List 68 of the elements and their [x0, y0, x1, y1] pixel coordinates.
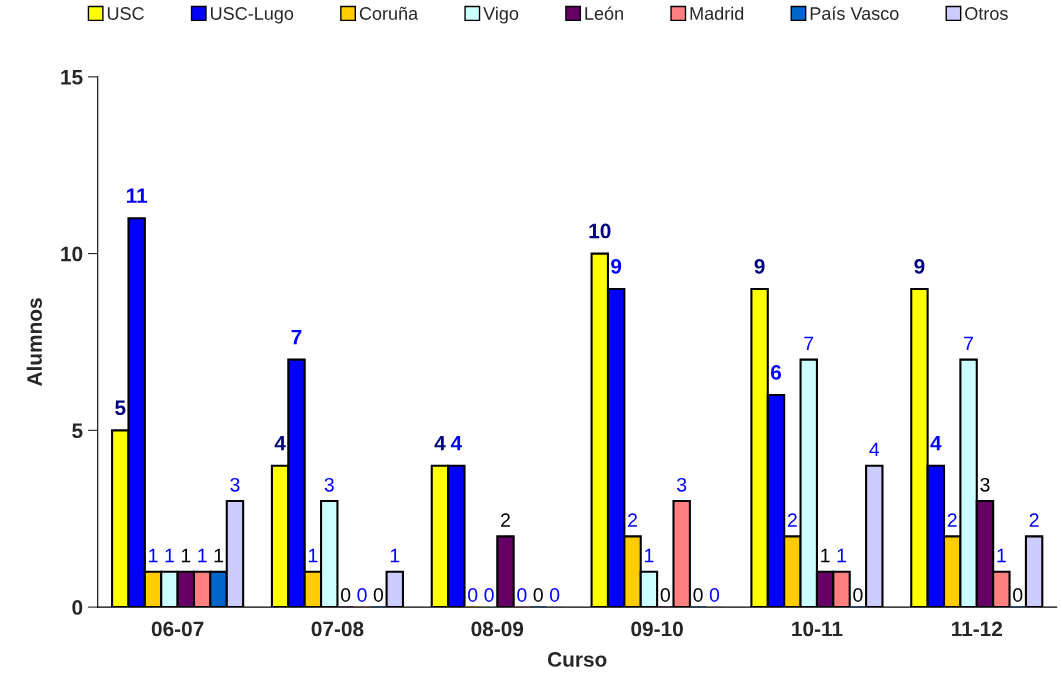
data-label: 3: [677, 477, 687, 492]
data-label: 0: [853, 588, 863, 602]
data-label: 1: [149, 548, 158, 563]
data-label: 0: [1013, 588, 1023, 602]
data-label: 2: [947, 513, 957, 527]
data-label: 1: [821, 548, 830, 563]
data-label: 0: [373, 588, 384, 602]
x-tick-label: 09-10: [631, 621, 683, 637]
data-label: 2: [501, 513, 510, 527]
y-tick-label: 15: [61, 70, 83, 85]
data-label: 7: [964, 336, 974, 351]
data-label: 0: [533, 588, 543, 602]
x-axis-title: Curso: [547, 652, 607, 667]
data-label: 0: [357, 588, 367, 602]
data-label: 1: [308, 548, 318, 563]
data-label: 4: [274, 435, 286, 451]
data-label: 1: [837, 548, 846, 563]
legend-label: USC: [107, 7, 144, 20]
data-label: 0: [484, 588, 494, 602]
y-tick-label: 5: [72, 423, 83, 439]
data-label: 2: [628, 513, 637, 527]
data-label: 3: [980, 477, 990, 492]
data-label: 0: [693, 588, 703, 602]
y-tick-label: 0: [72, 600, 83, 615]
y-tick-label: 10: [61, 246, 83, 262]
data-label: 9: [914, 258, 925, 274]
data-label: 3: [324, 477, 334, 492]
data-label: 1: [198, 548, 207, 563]
x-tick-label: 11-12: [952, 621, 1003, 637]
legend-label: Otros: [965, 7, 1008, 20]
data-label: 5: [115, 400, 126, 416]
data-label: 7: [804, 336, 814, 351]
legend-label: País Vasco: [810, 6, 899, 20]
data-label: 0: [340, 588, 351, 602]
y-axis-title: Alumnos: [26, 298, 42, 387]
data-label: 4: [434, 435, 446, 451]
data-label: 1: [165, 548, 174, 563]
data-label: 3: [230, 477, 240, 492]
data-label: 0: [709, 588, 720, 602]
data-label: 1: [645, 548, 654, 563]
legend-label: León: [585, 6, 623, 20]
x-tick-label: 06-07: [151, 621, 204, 637]
data-label: 11: [126, 188, 148, 203]
data-label: 1: [214, 548, 224, 563]
legend-label: Coruña: [359, 6, 419, 20]
data-label: 2: [787, 513, 797, 527]
data-label: 9: [611, 258, 622, 274]
legend-label: Madrid: [690, 6, 744, 20]
data-label: 10: [589, 223, 611, 239]
data-label: 1: [997, 548, 1006, 563]
legend-label: USC-Lugo: [211, 7, 294, 24]
data-label: 4: [930, 435, 942, 451]
data-label: 6: [770, 365, 782, 380]
data-label: 2: [1029, 513, 1039, 527]
data-label: 4: [869, 442, 880, 457]
data-label: 0: [468, 588, 478, 602]
data-label: 1: [181, 548, 191, 563]
data-label: 7: [291, 329, 302, 345]
data-label: 4: [450, 435, 463, 451]
x-tick-label: 07-08: [311, 621, 364, 637]
legend-label: Vigo: [483, 6, 519, 24]
data-label: 9: [754, 258, 765, 274]
x-tick-label: 10-11: [792, 621, 843, 637]
data-label: 0: [549, 588, 560, 602]
x-tick-label: 08-09: [471, 621, 524, 637]
data-label: 1: [390, 548, 400, 563]
data-label: 0: [660, 588, 670, 602]
data-label: 0: [517, 588, 527, 602]
